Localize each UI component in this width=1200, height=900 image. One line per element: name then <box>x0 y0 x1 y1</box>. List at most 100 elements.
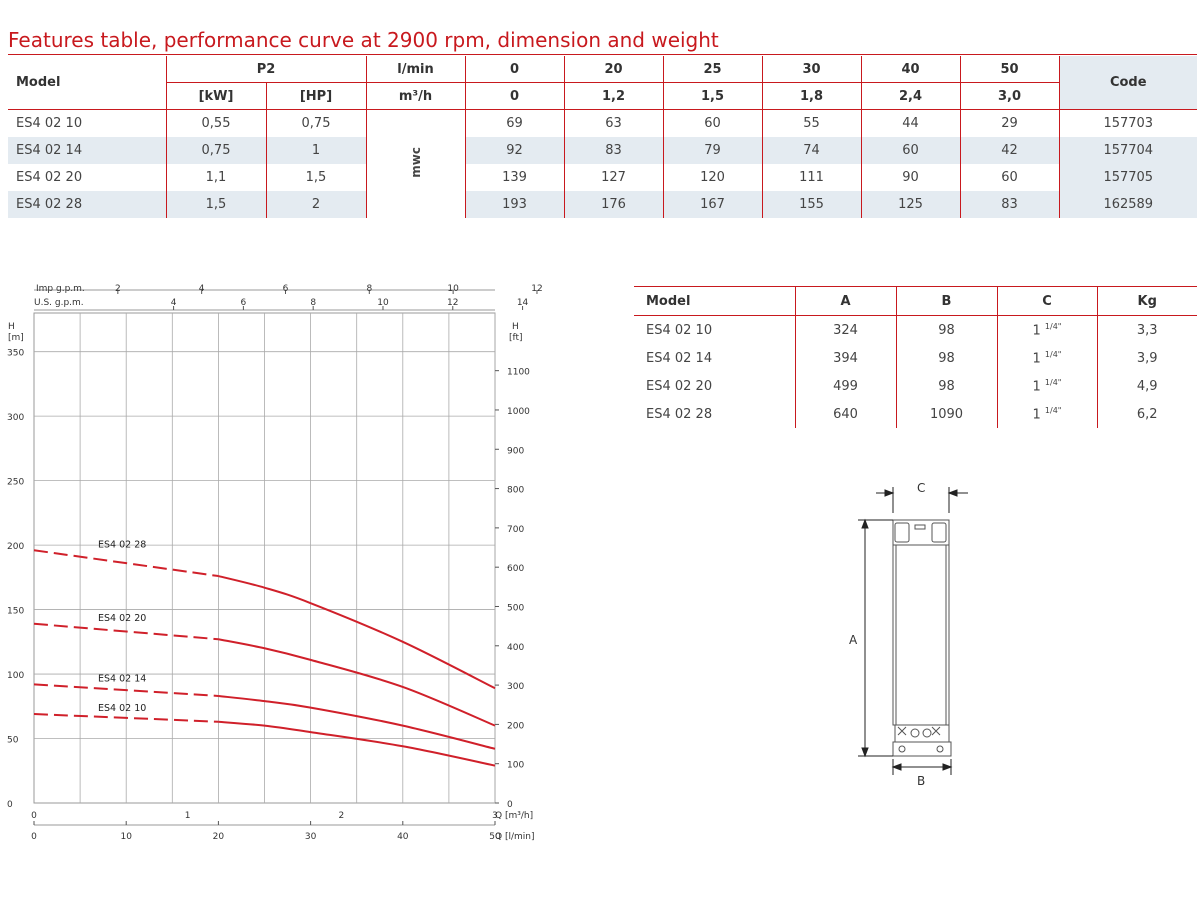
dim-model: ES4 02 10 <box>646 322 713 338</box>
ft-tick-label: 300 <box>507 682 524 692</box>
row-hp: 1 <box>265 137 367 164</box>
ft-tick-label: 200 <box>507 721 524 731</box>
flow-m3h-1: 1,2 <box>563 82 664 110</box>
series-label: ES4 02 10 <box>98 703 146 714</box>
row-head: 63 <box>563 109 664 137</box>
x-tick-label: 20 <box>213 832 225 842</box>
row-head: 60 <box>662 109 763 137</box>
imp-tick-label: 2 <box>115 284 121 294</box>
dimension-lines <box>858 487 968 775</box>
row-head: 90 <box>860 164 961 191</box>
y-axis-label: H <box>8 322 15 332</box>
ft-tick-label: 1100 <box>507 368 530 378</box>
us-tick-label: 4 <box>171 298 177 308</box>
kw-header: [kW] <box>165 82 266 110</box>
dim-header-a: A <box>794 286 896 316</box>
row-head: 44 <box>860 109 961 137</box>
dim-kg: 6,2 <box>1096 400 1197 428</box>
dim-header-model: Model <box>634 286 795 316</box>
us-tick-label: 6 <box>241 298 247 308</box>
dim-c: 1 1/4" <box>996 400 1097 428</box>
flow-lmin-3: 30 <box>761 56 862 83</box>
y-tick-label: 200 <box>7 542 24 552</box>
dim-kg: 4,9 <box>1096 372 1197 400</box>
flow-lmin-1: 20 <box>563 56 664 83</box>
table-row: ES4 02 28 1,5 2 193 176 167 155 125 83 1… <box>8 191 1198 218</box>
flow-lmin-5: 50 <box>959 56 1060 83</box>
row-head: 92 <box>464 137 565 164</box>
row-head: 60 <box>860 137 961 164</box>
dim-c-int: 1 <box>1032 351 1041 367</box>
y2-axis-label: H <box>512 322 519 332</box>
y-tick-label: 100 <box>7 671 24 681</box>
dim-a: 324 <box>794 315 896 344</box>
row-head: 125 <box>860 191 961 218</box>
curve-dashed-1 <box>33 683 219 697</box>
table-row: ES4 02 20 1,1 1,5 139 127 120 111 90 60 … <box>8 164 1198 191</box>
mwc-cell: mwc <box>365 109 466 218</box>
dim-model: ES4 02 14 <box>646 350 713 366</box>
imp-axis-label: Imp g.p.m. <box>36 284 85 294</box>
row-code: 162589 <box>1058 191 1198 218</box>
table-row: ES4 02 10 0,55 0,75 mwc 69 63 60 55 44 2… <box>8 109 1198 218</box>
y2-axis-unit: [ft] <box>509 333 523 343</box>
x2-axis-label: Q [m³/h] <box>495 811 533 821</box>
x-tick-label: 30 <box>305 832 317 842</box>
dim-c-int: 1 <box>1032 407 1041 423</box>
us-tick-label: 10 <box>377 298 389 308</box>
row-hp: 2 <box>265 191 367 218</box>
row-head: 55 <box>761 109 862 137</box>
curve-solid-0 <box>218 720 496 767</box>
page-title: Features table, performance curve at 290… <box>8 28 719 52</box>
row-head: 127 <box>563 164 664 191</box>
ft-tick-label: 100 <box>507 761 524 771</box>
flow-m3h-2: 1,5 <box>662 82 763 110</box>
us-tick-label: 12 <box>447 298 458 308</box>
title-rule <box>8 54 1197 55</box>
row-model: ES4 02 10 <box>16 116 83 131</box>
dim-b: 98 <box>895 372 997 400</box>
y-tick-label: 50 <box>7 736 19 746</box>
x-tick-label: 10 <box>120 832 132 842</box>
m3h-tick-label: 2 <box>338 811 344 821</box>
dim-model: ES4 02 28 <box>646 406 713 422</box>
dim-c-int: 1 <box>1032 323 1041 339</box>
dim-a: 640 <box>794 400 896 428</box>
dimensions-table: Model A B C Kg ES4 02 10 324 98 1 1/4" 3… <box>634 286 1197 428</box>
curve-solid-2 <box>218 638 496 727</box>
p2-header: P2 <box>165 56 367 83</box>
row-head: 193 <box>464 191 565 218</box>
row-head: 74 <box>761 137 862 164</box>
curve-dashed-2 <box>33 622 219 641</box>
imp-tick-label: 10 <box>447 284 459 294</box>
row-head: 111 <box>761 164 862 191</box>
row-head: 139 <box>464 164 565 191</box>
ft-tick-label: 500 <box>507 603 524 613</box>
dim-header-b: B <box>895 286 997 316</box>
row-head: 120 <box>662 164 763 191</box>
m3h-tick-label: 1 <box>185 811 191 821</box>
dimensions-header-row: Model A B C Kg <box>634 286 1197 316</box>
x-tick-label: 40 <box>397 832 409 842</box>
ft-tick-label: 600 <box>507 564 524 574</box>
features-table: Model P2 l/min 0 20 25 30 40 50 Code [kW… <box>8 56 1198 218</box>
dim-a: 499 <box>794 372 896 400</box>
ft-tick-label: 800 <box>507 486 524 496</box>
ft-tick-label: 1000 <box>507 407 530 417</box>
row-hp: 1,5 <box>265 164 367 191</box>
table-row: ES4 02 14 394 98 1 1/4" 3,9 <box>634 344 1197 372</box>
ft-tick-label: 400 <box>507 643 524 653</box>
ft-tick-label: 0 <box>507 800 513 810</box>
dimension-label-a: A <box>849 633 858 647</box>
row-head: 42 <box>959 137 1060 164</box>
row-code: 157704 <box>1058 137 1198 164</box>
row-head: 79 <box>662 137 763 164</box>
header-row-2: [kW] [HP] m³/h 0 1,2 1,5 1,8 2,4 3,0 <box>8 82 1197 110</box>
dimension-label-b: B <box>917 774 925 788</box>
series-label: ES4 02 20 <box>98 613 146 624</box>
dim-c-frac: 1/4" <box>1044 405 1062 415</box>
x-tick-label: 0 <box>31 832 37 842</box>
row-kw: 0,55 <box>165 109 266 137</box>
dim-c: 1 1/4" <box>996 344 1097 372</box>
imp-tick-label: 4 <box>199 284 205 294</box>
